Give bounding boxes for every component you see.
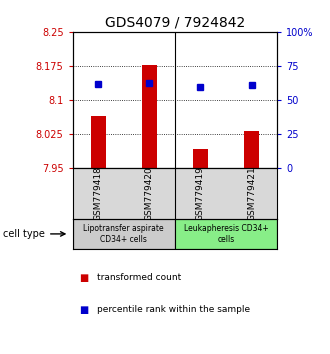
Text: transformed count: transformed count (97, 273, 182, 282)
Bar (142, 65, 157, 169)
Bar (193, 149, 208, 169)
Text: Leukapheresis CD34+
cells: Leukapheresis CD34+ cells (184, 224, 268, 244)
Text: ■: ■ (79, 305, 88, 315)
Text: ■: ■ (79, 273, 88, 283)
Text: GSM779420: GSM779420 (145, 166, 154, 221)
Bar (90, 116, 106, 169)
Bar (175, 219, 277, 249)
Title: GDS4079 / 7924842: GDS4079 / 7924842 (105, 15, 245, 29)
Text: GSM779418: GSM779418 (94, 166, 103, 221)
Text: Lipotransfer aspirate
CD34+ cells: Lipotransfer aspirate CD34+ cells (83, 224, 164, 244)
Bar (73, 219, 175, 249)
Text: GSM779419: GSM779419 (196, 166, 205, 221)
Text: cell type: cell type (3, 229, 45, 239)
Bar (244, 131, 259, 169)
Text: percentile rank within the sample: percentile rank within the sample (97, 305, 250, 314)
Text: GSM779421: GSM779421 (247, 166, 256, 221)
